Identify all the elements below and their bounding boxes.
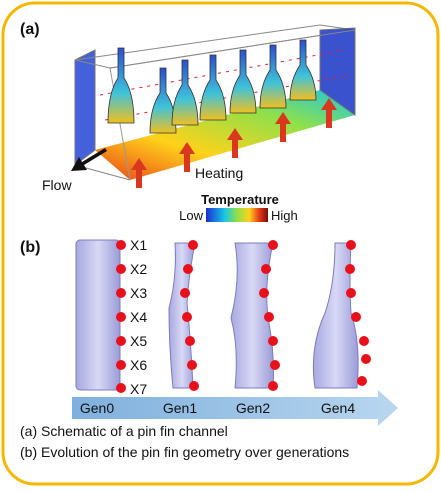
figure: (a) Flow Heating Temperature Low High: [0, 0, 441, 487]
panel-label: (b): [20, 239, 40, 256]
point-label: X7: [130, 381, 147, 397]
point-label: X2: [130, 261, 147, 277]
colorbar-title: Temperature: [201, 192, 279, 207]
caption: (b) Evolution of the pin fin geometry ov…: [20, 444, 349, 460]
heating-label: Heating: [195, 165, 243, 181]
point-label: X1: [130, 237, 147, 253]
colorbar: [206, 208, 268, 222]
generation-label: Gen0: [80, 400, 114, 416]
point-label: X6: [130, 357, 147, 373]
generation-label: Gen1: [163, 400, 197, 416]
generation-label: Gen2: [236, 400, 270, 416]
colorbar-low: Low: [179, 208, 203, 223]
flow-label: Flow: [42, 177, 72, 193]
point-label: X5: [130, 333, 147, 349]
point-label: X4: [130, 309, 147, 325]
panel-label: (a): [20, 21, 40, 38]
point-label: X3: [130, 285, 147, 301]
generation-label: Gen4: [321, 400, 355, 416]
colorbar-high: High: [271, 208, 298, 223]
caption: (a) Schematic of a pin fin channel: [20, 423, 228, 439]
